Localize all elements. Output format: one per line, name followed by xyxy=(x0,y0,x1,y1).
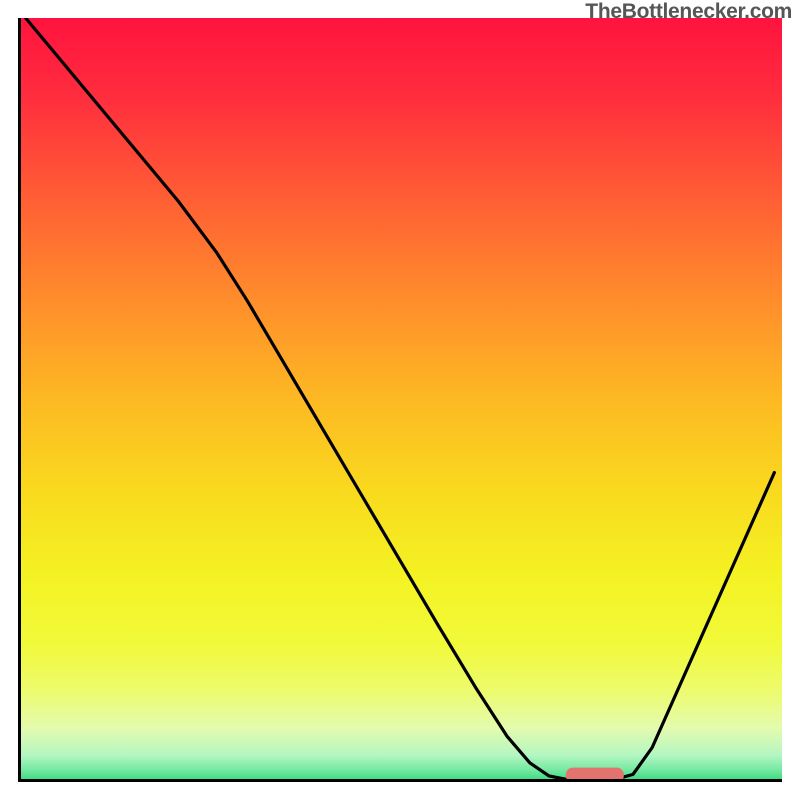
chart-container: TheBottlenecker.com xyxy=(0,0,800,800)
plot-area xyxy=(18,18,782,782)
plot-svg xyxy=(18,18,782,782)
y-axis xyxy=(18,18,21,782)
bottleneck-curve xyxy=(26,18,775,780)
watermark-text: TheBottlenecker.com xyxy=(585,0,792,24)
x-axis xyxy=(18,779,782,782)
